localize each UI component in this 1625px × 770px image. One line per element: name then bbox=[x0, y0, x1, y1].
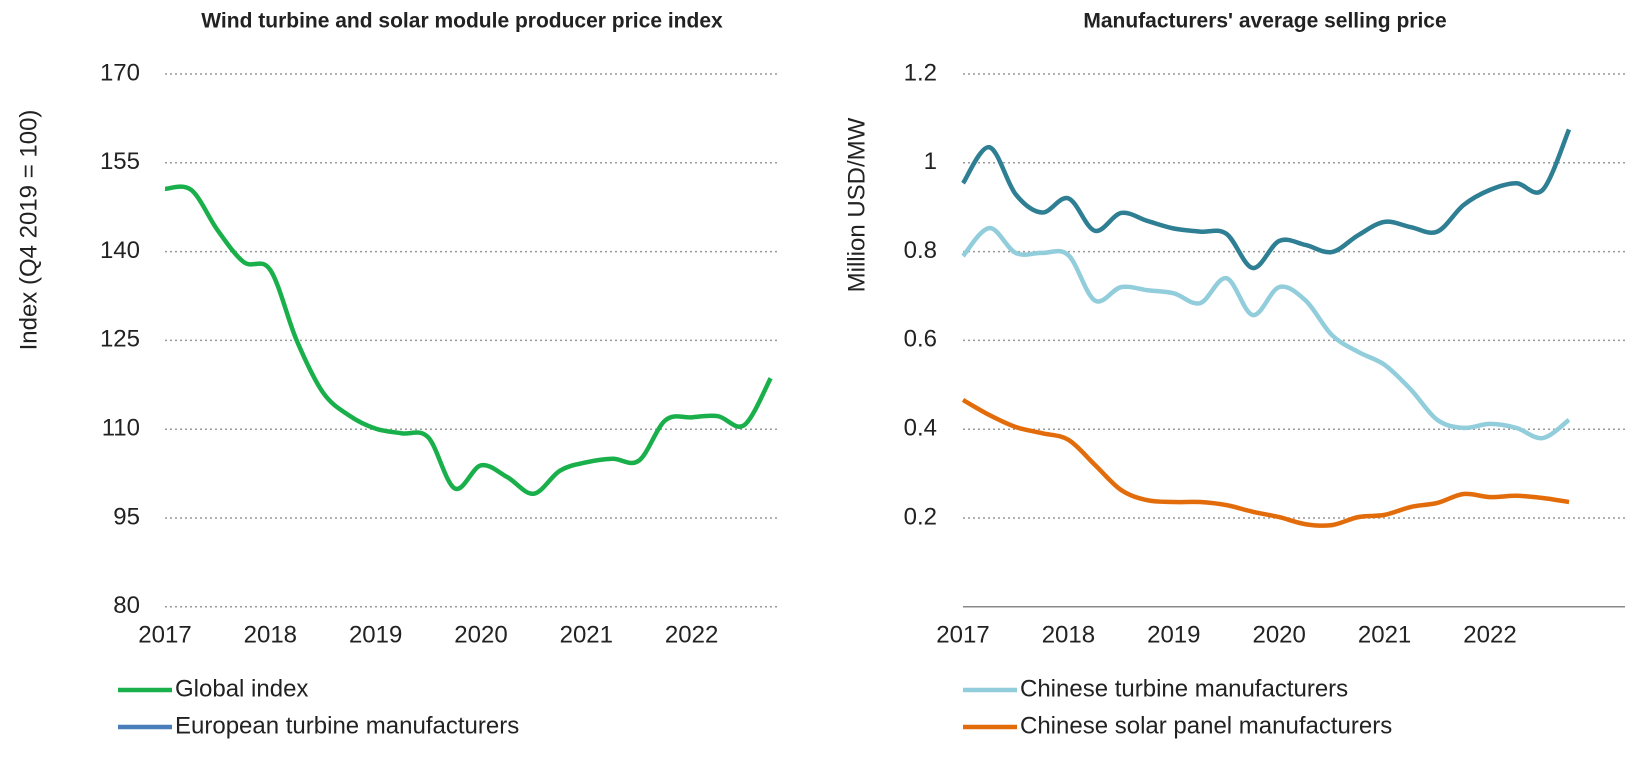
y-tick-label: 110 bbox=[102, 415, 140, 442]
y-tick-label: 170 bbox=[100, 59, 140, 86]
x-tick-label: 2020 bbox=[1252, 621, 1305, 648]
x-tick-label: 2017 bbox=[936, 621, 989, 648]
y-tick-label: 125 bbox=[100, 326, 140, 353]
series-line bbox=[961, 128, 1572, 271]
legend-label: European turbine manufacturers bbox=[175, 712, 519, 739]
x-tick-label: 2021 bbox=[560, 621, 613, 648]
x-tick-label: 2018 bbox=[244, 621, 297, 648]
legend-label: Global index bbox=[175, 675, 308, 702]
y-tick-label: 0.2 bbox=[904, 503, 937, 530]
legend-label: Chinese solar panel manufacturers bbox=[1020, 712, 1392, 739]
chart-title: Wind turbine and solar module producer p… bbox=[201, 10, 723, 33]
y-tick-label: 140 bbox=[100, 237, 140, 264]
y-tick-label: 95 bbox=[113, 503, 140, 530]
x-tick-label: 2019 bbox=[349, 621, 402, 648]
y-tick-label: 0.6 bbox=[904, 326, 937, 353]
y-axis-title: Million USD/MW bbox=[843, 117, 870, 292]
x-tick-label: 2018 bbox=[1042, 621, 1095, 648]
y-tick-label: 1.2 bbox=[904, 59, 937, 86]
y-tick-label: 155 bbox=[100, 148, 140, 175]
series-line bbox=[164, 184, 773, 496]
x-tick-label: 2021 bbox=[1358, 621, 1411, 648]
series-line bbox=[961, 397, 1570, 528]
y-tick-label: 80 bbox=[113, 592, 140, 619]
x-tick-label: 2022 bbox=[1463, 621, 1516, 648]
y-tick-label: 0.4 bbox=[904, 415, 937, 442]
x-tick-label: 2017 bbox=[138, 621, 191, 648]
chart-title: Manufacturers' average selling price bbox=[1083, 10, 1446, 33]
legend-label: Chinese turbine manufacturers bbox=[1020, 675, 1348, 702]
x-tick-label: 2019 bbox=[1147, 621, 1200, 648]
y-tick-label: 0.8 bbox=[904, 237, 937, 264]
y-axis-title: Index (Q4 2019 = 100) bbox=[15, 110, 42, 351]
x-tick-label: 2022 bbox=[665, 621, 718, 648]
series-line bbox=[961, 225, 1571, 441]
x-tick-label: 2020 bbox=[454, 621, 507, 648]
y-tick-label: 1 bbox=[924, 148, 937, 175]
